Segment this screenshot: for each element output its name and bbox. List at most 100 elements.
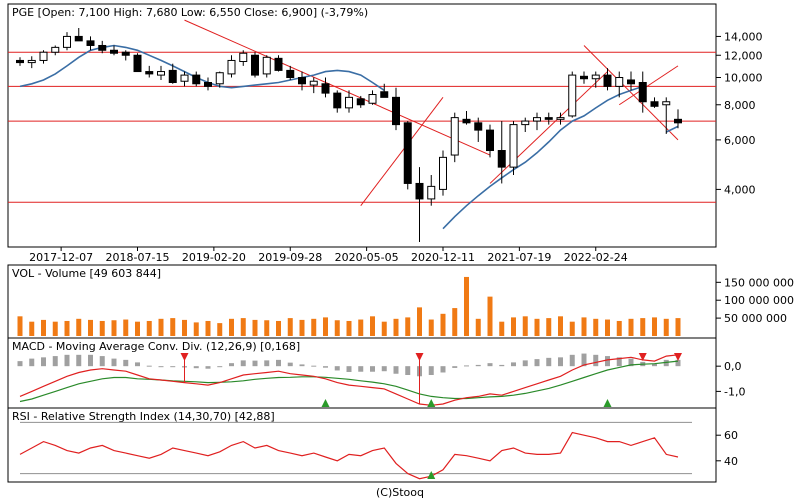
date-x-tick-label: 2019-09-28 [258,251,322,264]
date-x-tick-label: 2020-12-11 [411,251,475,264]
macd-histogram-bar [170,366,176,368]
volume-bar [193,322,199,336]
volume-bar [428,319,434,336]
macd-histogram-bar [534,359,540,367]
macd-histogram-bar [299,364,305,367]
volume-bar [252,319,258,336]
volume-y-tick-label: 100 000 000 [724,294,794,307]
macd-histogram-bar [123,359,129,367]
macd-histogram-bar [346,366,352,372]
macd-histogram-bar [17,361,23,367]
rsi-panel [7,407,717,483]
candle-body [580,75,588,80]
moving-average-line [19,44,679,230]
trend-line [360,97,444,207]
candle-body [650,101,659,107]
volume-bar [299,319,305,336]
macd-histogram-bar [370,366,375,372]
candle-body [533,117,541,122]
volume-bar [99,320,105,336]
macd-histogram-bar [440,366,446,373]
candle-body [474,122,483,131]
macd-histogram-bar [99,356,105,367]
macd-histogram-bar [464,365,469,367]
macd-histogram-bar [41,357,46,367]
volume-bar [146,320,152,336]
trend-line [618,65,679,106]
candle-body [638,81,647,103]
date-x-tick-label: 2019-02-20 [182,251,246,264]
macd-histogram-bar [499,364,505,367]
macd-histogram-bar [252,360,258,367]
volume-bar [381,321,387,336]
macd-histogram-bar [193,366,199,369]
candle-body [662,101,671,106]
volume-bar [452,308,458,336]
macd-histogram-bar [264,360,270,367]
candle-body [192,74,201,85]
macd-histogram-bar [558,357,563,367]
candle-body [627,79,635,85]
macd-histogram-bar [393,366,399,374]
rsi-line [19,431,679,480]
macd-histogram-bar [276,359,281,367]
price-y-tick-label: 4,000 [724,183,756,196]
macd-histogram-bar [111,358,117,367]
candle-body [133,54,142,73]
candle-body [603,74,612,87]
macd-histogram-bar [428,366,434,375]
macd-histogram-bar [663,359,669,367]
price-y-tick-label: 14,000 [724,30,763,43]
macd-histogram-bar [616,357,622,367]
macd-panel-title: MACD - Moving Average Conv. Div. (12,26,… [12,340,300,353]
volume-bar [534,318,540,336]
buy-signal-marker [321,399,330,407]
macd-histogram-bar [675,359,681,367]
price-y-tick-label: 10,000 [724,72,763,85]
sell-signal-marker [180,353,189,361]
volume-bar [675,318,681,336]
volume-panel-title: VOL - Volume [49 603 844] [12,267,161,280]
volume-bar [581,317,587,336]
buy-signal-marker [427,399,436,407]
volume-bar [41,319,46,336]
macd-histogram-bar [511,362,516,367]
rsi-y-tick-label: 60 [724,429,738,442]
date-x-tick-label: 2021-07-19 [487,251,551,264]
candle-body [98,44,107,51]
sell-signal-marker [638,353,647,361]
price-y-tick-label: 12,000 [724,49,763,62]
volume-bar [135,321,140,336]
volume-bar [652,317,657,336]
macd-y-tick-label: -1,0 [724,385,745,398]
macd-histogram-bar [475,364,481,367]
volume-bar [558,316,563,336]
macd-histogram-bar [452,366,458,368]
volume-bar [64,320,70,336]
volume-bar [52,321,58,336]
volume-bar [205,320,211,336]
candle-body [368,94,377,104]
macd-plot: 0,0 -1,0 [17,353,745,407]
rsi-y-tick-label: 40 [724,455,738,468]
volume-bar [334,320,340,336]
macd-histogram-bar [229,363,234,367]
volume-bar [229,318,234,336]
macd-histogram-bar [287,362,293,367]
candle-body [121,51,130,56]
candle-body [568,74,577,117]
candle-body [462,118,471,124]
macd-histogram-bar [334,366,340,371]
candle-body [309,80,318,86]
macd-histogram-bar [487,363,493,367]
rsi-plot: 60 40 [19,421,738,480]
candle-body [145,71,154,75]
candle-body [509,124,518,168]
candle-body [415,182,424,200]
date-x-tick-label: 2017-12-07 [29,251,93,264]
price-plot: 14,000 12,000 10,000 8,000 6,000 4,000 2017-12… [8,19,763,264]
volume-bar [511,317,516,336]
candle-body [239,52,248,63]
candle-body [286,69,295,79]
